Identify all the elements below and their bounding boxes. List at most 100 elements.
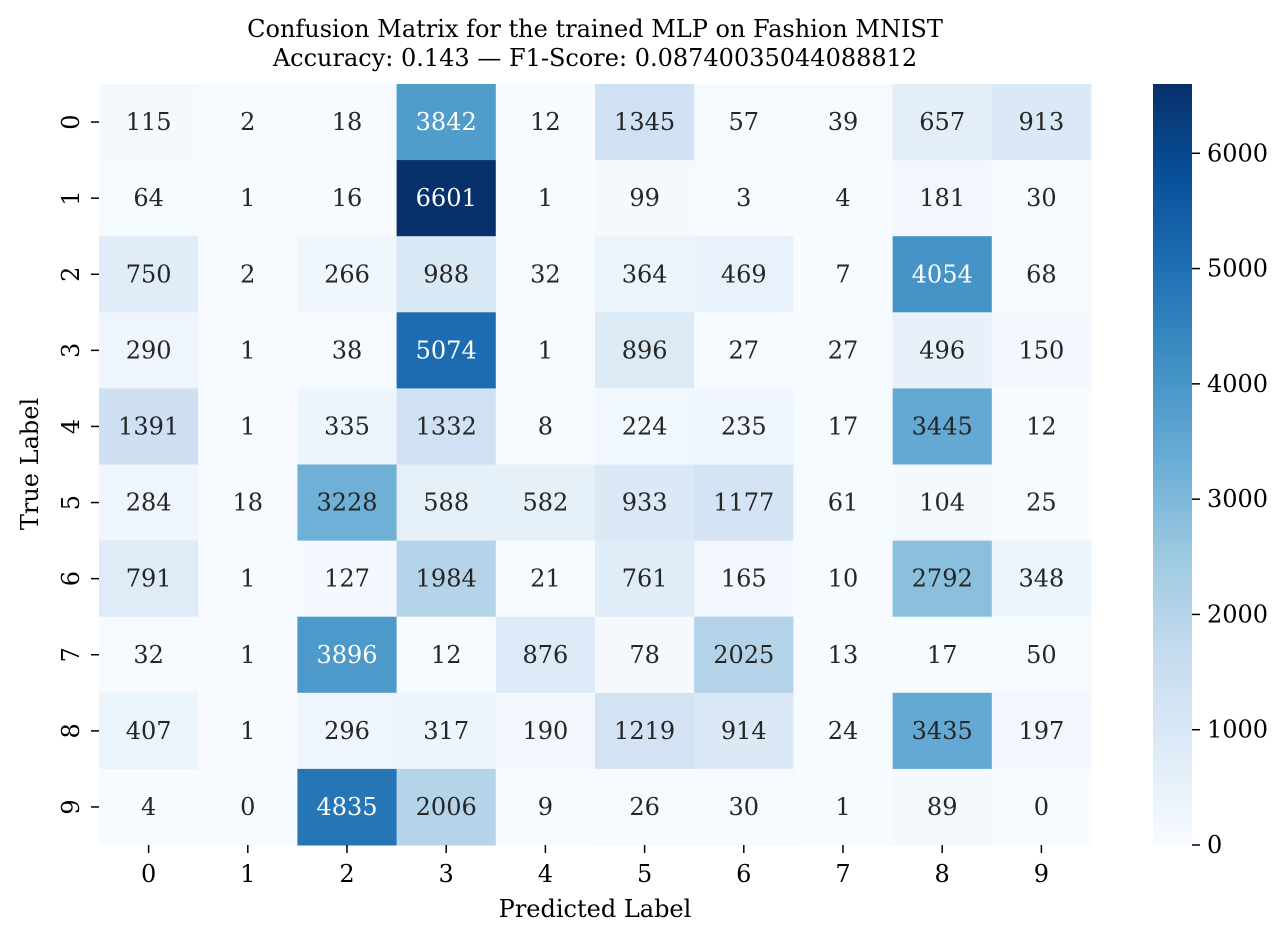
heatmap-cell (495, 312, 596, 389)
heatmap-cell (595, 768, 695, 846)
heatmap-cell (694, 84, 794, 161)
cell-value-label: 3842 (416, 108, 477, 136)
heatmap-cell (198, 692, 298, 770)
heatmap-cell (892, 236, 993, 313)
colorbar-tick-label: 3000 (1207, 485, 1268, 513)
heatmap-cell (991, 768, 1092, 846)
heatmap-cell (595, 616, 695, 694)
cell-value-label: 2025 (713, 641, 774, 669)
cell-value-label: 104 (919, 489, 965, 517)
cell-value-label: 1332 (416, 412, 477, 440)
cell-value-label: 16 (332, 184, 363, 212)
heatmap-cell (396, 616, 497, 694)
cell-value-label: 933 (622, 489, 668, 517)
heatmap-cell (694, 388, 794, 465)
cell-value-label: 290 (126, 336, 172, 364)
cell-value-label: 2 (240, 108, 255, 136)
cell-value-label: 68 (1026, 260, 1057, 288)
heatmap-cell (396, 692, 497, 770)
cell-value-label: 1 (240, 336, 255, 364)
cell-value-label: 761 (622, 565, 668, 593)
heatmap-cell (297, 616, 398, 694)
cell-value-label: 588 (423, 489, 469, 517)
y-axis-label: True Label (16, 398, 44, 530)
cell-value-label: 27 (729, 336, 760, 364)
cell-value-label: 0 (1034, 793, 1049, 821)
heatmap-cell (396, 84, 497, 161)
heatmap-cell (198, 388, 298, 465)
y-tick-label: 0 (57, 114, 85, 129)
heatmap-cell (297, 236, 398, 313)
heatmap-cell (892, 692, 993, 770)
cell-value-label: 348 (1018, 565, 1064, 593)
chart-title-line1: Confusion Matrix for the trained MLP on … (247, 15, 943, 43)
x-tick-label: 3 (439, 860, 454, 888)
cell-value-label: 3435 (912, 717, 973, 745)
cell-value-label: 18 (332, 108, 363, 136)
heatmap-cell (991, 540, 1092, 618)
cell-value-label: 364 (622, 260, 668, 288)
heatmap-cell (991, 692, 1092, 770)
colorbar-tick-label: 4000 (1207, 370, 1268, 398)
heatmap-cell (396, 236, 497, 313)
heatmap-cell (595, 464, 695, 542)
heatmap-cell (396, 540, 497, 618)
cell-value-label: 24 (828, 717, 859, 745)
heatmap-cell (793, 312, 894, 389)
heatmap-cell (99, 312, 199, 389)
heatmap-cell (297, 692, 398, 770)
cell-value-label: 57 (729, 108, 760, 136)
cell-value-label: 12 (530, 108, 561, 136)
x-axis-label: Predicted Label (499, 895, 692, 923)
cell-value-label: 1219 (614, 717, 675, 745)
heatmap-cell (892, 388, 993, 465)
cell-value-label: 1177 (713, 489, 774, 517)
x-axis-ticks: 0 1 2 3 4 5 6 7 8 9 (141, 845, 1049, 888)
heatmap-cell (495, 616, 596, 694)
cell-value-label: 335 (324, 412, 370, 440)
heatmap-cell (99, 160, 199, 237)
heatmap-cell (991, 616, 1092, 694)
heatmap-cell (793, 388, 894, 465)
cell-value-label: 1984 (416, 565, 477, 593)
heatmap-cell (595, 84, 695, 161)
cell-value-label: 296 (324, 717, 370, 745)
heatmap-cell (892, 540, 993, 618)
y-axis-ticks: 0 1 2 3 4 5 6 7 8 9 (57, 114, 99, 815)
chart-title-line2: Accuracy: 0.143 — F1-Score: 0.0874003504… (272, 44, 917, 72)
cell-value-label: 1 (240, 412, 255, 440)
heatmap-cell (198, 84, 298, 161)
heatmap-cell (793, 236, 894, 313)
cell-value-label: 99 (629, 184, 660, 212)
cell-value-label: 582 (522, 489, 568, 517)
heatmap-cell (991, 160, 1092, 237)
heatmap-cell (892, 768, 993, 846)
heatmap-cell (892, 616, 993, 694)
cell-value-label: 4054 (912, 260, 973, 288)
cell-value-label: 18 (233, 489, 264, 517)
cell-value-label: 64 (133, 184, 164, 212)
colorbar (1153, 84, 1192, 845)
heatmap-cell (694, 160, 794, 237)
cell-value-label: 0 (240, 793, 255, 821)
cell-value-label: 9 (538, 793, 553, 821)
cell-value-label: 317 (423, 717, 469, 745)
heatmap-cell (198, 236, 298, 313)
cell-value-label: 3228 (316, 489, 377, 517)
heatmap-cell (495, 84, 596, 161)
cell-value-label: 30 (729, 793, 760, 821)
cell-value-label: 469 (721, 260, 767, 288)
heatmap-cell (991, 388, 1092, 465)
cell-value-label: 8 (538, 412, 553, 440)
cell-value-label: 5074 (416, 336, 477, 364)
heatmap-cell (595, 236, 695, 313)
cell-value-label: 750 (126, 260, 172, 288)
x-tick-label: 2 (339, 860, 354, 888)
y-tick-label: 5 (57, 495, 85, 510)
heatmap-cell (198, 464, 298, 542)
heatmap-cell (991, 84, 1092, 161)
cell-value-label: 21 (530, 565, 561, 593)
cell-value-label: 913 (1018, 108, 1064, 136)
heatmap-cell (595, 692, 695, 770)
